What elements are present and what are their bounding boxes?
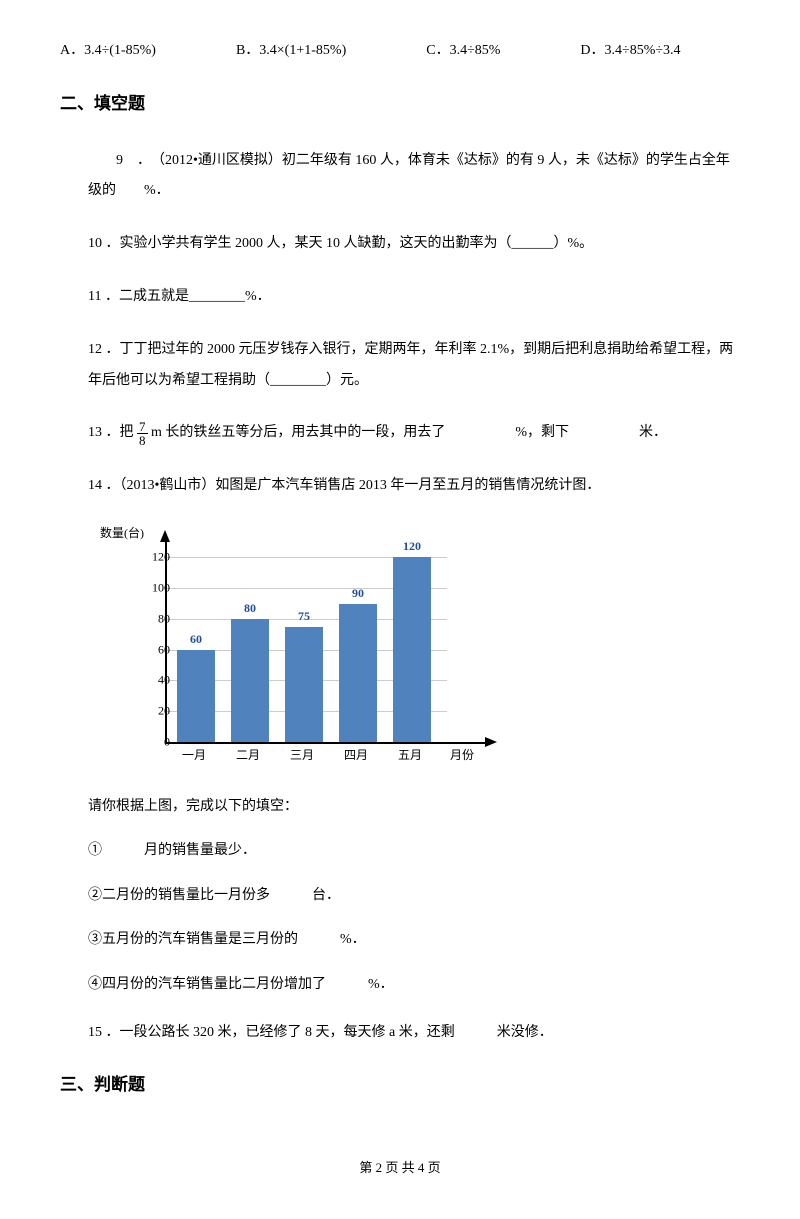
page-footer: 第 2 页 共 4 页 bbox=[60, 1158, 740, 1179]
q14-sub-4: ④四月份的汽车销售量比二月份增加了 %． bbox=[88, 974, 740, 996]
y-tick-label: 20 bbox=[158, 702, 170, 721]
y-axis-arrow-icon bbox=[160, 530, 170, 542]
question-12: 12 ．丁丁把过年的 2000 元压岁钱存入银行，定期两年，年利率 2.1%，到… bbox=[88, 335, 740, 397]
question-13: 13 ．把 7 8 m 长的铁丝五等分后，用去其中的一段，用去了 %，剩下 米． bbox=[88, 418, 740, 449]
question-11: 11 ．二成五就是________%． bbox=[88, 282, 740, 313]
q14-sub-1: ① 月的销售量最少． bbox=[88, 840, 740, 862]
y-tick-label: 40 bbox=[158, 671, 170, 690]
q13-fraction: 7 8 bbox=[137, 420, 148, 447]
q14-sub-3: ③五月份的汽车销售量是三月份的 %． bbox=[88, 929, 740, 951]
chart-plot-area: 60807590120 bbox=[165, 542, 487, 744]
q13-suffix: m 长的铁丝五等分后，用去其中的一段，用去了 %，剩下 米． bbox=[151, 425, 667, 440]
question-10: 10 ．实验小学共有学生 2000 人，某天 10 人缺勤，这天的出勤率为（__… bbox=[88, 229, 740, 260]
x-tick-label: 一月 bbox=[175, 746, 213, 765]
option-b: B．3.4×(1+1-85%) bbox=[236, 40, 346, 62]
bar-value-label: 60 bbox=[190, 630, 202, 649]
x-tick-label: 五月 bbox=[391, 746, 429, 765]
q14-sub-2: ②二月份的销售量比一月份多 台． bbox=[88, 885, 740, 907]
question-14: 14 ．（2013•鹤山市）如图是广本汽车销售店 2013 年一月至五月的销售情… bbox=[88, 471, 740, 502]
bar bbox=[231, 619, 269, 742]
section-2-heading: 二、填空题 bbox=[60, 90, 740, 117]
chart-bars: 60807590120 bbox=[177, 542, 431, 742]
bar-value-label: 75 bbox=[298, 607, 310, 626]
option-d: D．3.4÷85%÷3.4 bbox=[580, 40, 680, 62]
q13-prefix: 13 ．把 bbox=[88, 425, 134, 440]
sales-bar-chart: 数量(台) 60807590120 020406080100120 一月二月三月… bbox=[100, 524, 500, 774]
fraction-numerator: 7 bbox=[137, 420, 148, 434]
x-tick-label: 二月 bbox=[229, 746, 267, 765]
bar-group: 75 bbox=[285, 627, 323, 742]
q14-sub-intro: 请你根据上图，完成以下的填空： bbox=[88, 796, 740, 818]
bar-value-label: 90 bbox=[352, 584, 364, 603]
bar bbox=[177, 650, 215, 742]
y-axis-label: 数量(台) bbox=[100, 524, 144, 543]
option-c: C．3.4÷85% bbox=[426, 40, 500, 62]
bar-value-label: 120 bbox=[403, 537, 421, 556]
y-tick-label: 120 bbox=[152, 548, 170, 567]
question-15: 15 ．一段公路长 320 米，已经修了 8 天，每天修 a 米，还剩 米没修． bbox=[88, 1018, 740, 1049]
section-3-heading: 三、判断题 bbox=[60, 1071, 740, 1098]
bar bbox=[285, 627, 323, 742]
question-9: 9 ． （2012•通川区模拟）初二年级有 160 人，体育未《达标》的有 9 … bbox=[88, 146, 740, 208]
fraction-denominator: 8 bbox=[137, 434, 148, 447]
y-tick-label: 80 bbox=[158, 609, 170, 628]
bar bbox=[393, 557, 431, 742]
x-tick-label: 四月 bbox=[337, 746, 375, 765]
y-tick-label: 0 bbox=[164, 732, 170, 751]
bar-group: 80 bbox=[231, 619, 269, 742]
multiple-choice-options: A．3.4÷(1-85%) B．3.4×(1+1-85%) C．3.4÷85% … bbox=[60, 40, 740, 62]
option-a: A．3.4÷(1-85%) bbox=[60, 40, 156, 62]
bar-group: 90 bbox=[339, 604, 377, 742]
x-axis-labels: 一月二月三月四月五月 bbox=[175, 746, 429, 765]
y-tick-label: 100 bbox=[152, 579, 170, 598]
bar bbox=[339, 604, 377, 742]
bar-value-label: 80 bbox=[244, 599, 256, 618]
x-axis-label: 月份 bbox=[450, 746, 474, 765]
x-tick-label: 三月 bbox=[283, 746, 321, 765]
bar-group: 60 bbox=[177, 650, 215, 742]
y-tick-label: 60 bbox=[158, 640, 170, 659]
bar-group: 120 bbox=[393, 557, 431, 742]
